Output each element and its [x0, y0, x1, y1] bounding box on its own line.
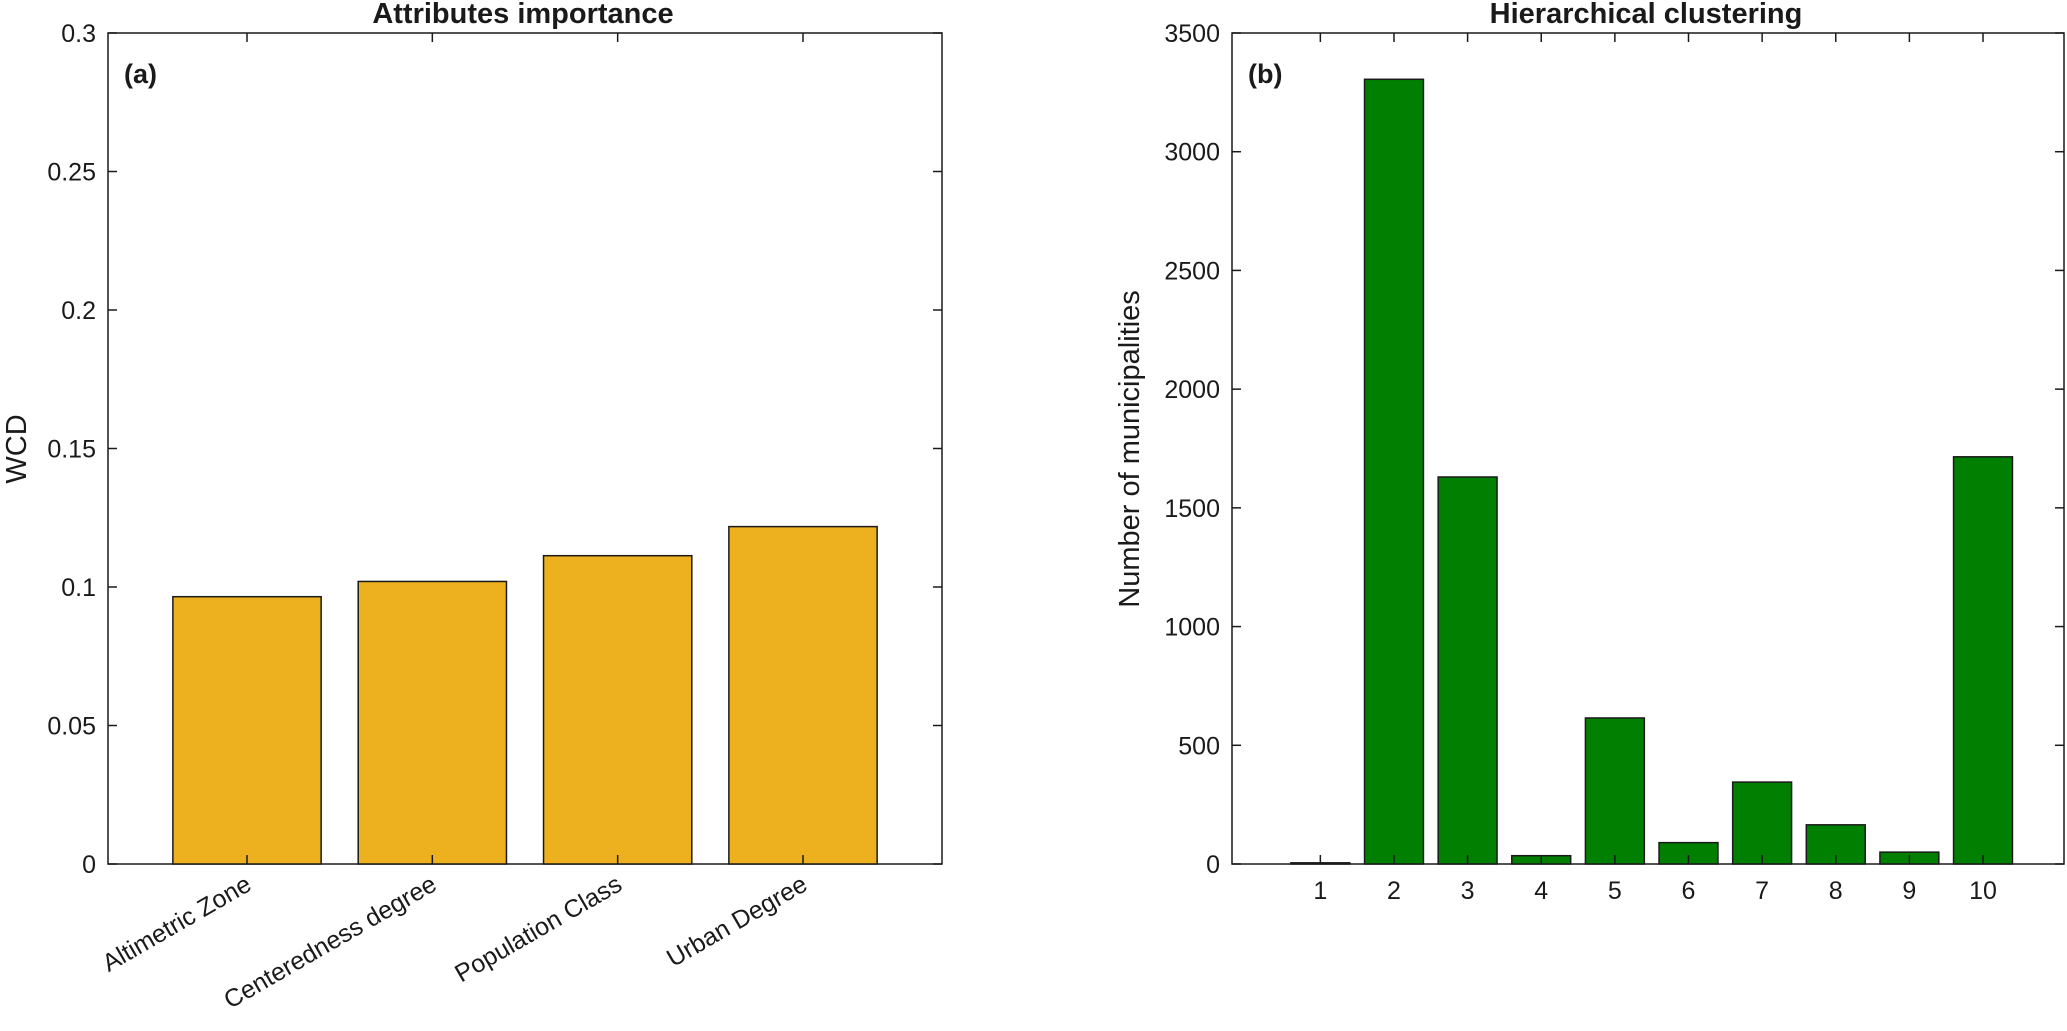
y-tick-label: 1000: [1164, 614, 1220, 642]
y-tick-label: 3500: [1164, 20, 1220, 48]
y-tick-label: 2500: [1164, 257, 1220, 285]
y-tick-label: 0.1: [61, 574, 96, 602]
x-tick-label: 9: [1902, 877, 1916, 905]
chart-title: Hierarchical clustering: [1490, 0, 1803, 30]
y-tick-label: 3000: [1164, 139, 1220, 167]
panel-label: (a): [124, 59, 157, 89]
y-tick-label: 0: [82, 851, 96, 879]
x-tick-label: 5: [1608, 877, 1622, 905]
hierarchical-clustering-chart: Hierarchical clustering (b) Number of mu…: [1114, 0, 2065, 905]
y-axis-label: WCD: [1, 414, 33, 483]
y-tick-label: 0.3: [61, 20, 96, 48]
x-tick-label: 4: [1534, 877, 1548, 905]
x-tick-label: 2: [1387, 877, 1401, 905]
x-tick-label: Population Class: [450, 870, 626, 988]
chart-title: Attributes importance: [372, 0, 673, 30]
x-tick-label: Altimetric Zone: [98, 870, 256, 978]
bar-7: [1731, 781, 1793, 865]
x-tick-label: 3: [1461, 877, 1475, 905]
bar-10: [1952, 456, 2014, 865]
bar-population-class: [542, 554, 693, 865]
x-tick-label: 6: [1682, 877, 1696, 905]
y-axis-label: Number of municipalities: [1114, 290, 1146, 608]
y-tick-label: 0.25: [47, 159, 96, 187]
y-tick-label: 2000: [1164, 376, 1220, 404]
bar-2: [1363, 78, 1425, 865]
x-tick-label: Urban Degree: [662, 870, 812, 973]
x-tick-label: 8: [1829, 877, 1843, 905]
x-tick-label: 10: [1969, 877, 1997, 905]
attributes-importance-chart: Attributes importance (a) WCD 0 0.05 0.1 0.…: [1, 0, 943, 1014]
y-tick-label: 0.05: [47, 713, 96, 741]
plot-area-frame: [1231, 32, 2065, 865]
bar-urban-degree: [728, 525, 878, 865]
y-tick-label: 0: [1206, 851, 1220, 879]
bar-centeredness-degree: [357, 580, 508, 865]
y-tick-label: 500: [1178, 732, 1220, 760]
bar-5: [1584, 717, 1646, 865]
y-tick-label: 0.15: [47, 436, 96, 464]
panel-label: (b): [1248, 59, 1282, 89]
y-tick-label: 0.2: [61, 297, 96, 325]
y-tick-label: 1500: [1164, 495, 1220, 523]
x-tick-label: 7: [1755, 877, 1769, 905]
bar-altimetric-zone: [172, 595, 322, 865]
x-tick-label: 1: [1313, 877, 1327, 905]
bar-3: [1437, 476, 1498, 865]
